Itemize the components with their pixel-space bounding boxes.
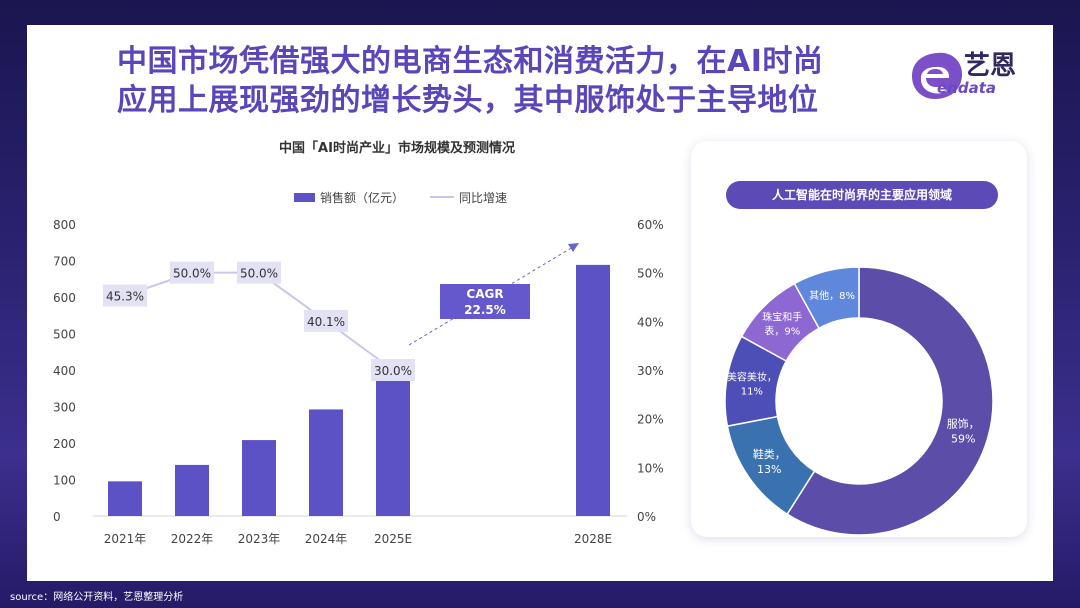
- y-left-tick-label: 800: [53, 218, 76, 232]
- source-note: source：网络公开资料，艺恩整理分析: [10, 592, 184, 603]
- headline-line-1: 中国市场凭借强大的电商生态和消费活力，在AI时尚: [117, 44, 824, 79]
- growth-line: [124, 271, 394, 371]
- y-left-tick-label: 500: [53, 328, 76, 342]
- endata-logo: 艺恩 endata: [907, 45, 1047, 115]
- chart-title: 中国「AI时尚产业」市场规模及预测情况: [279, 140, 515, 156]
- donut-slice-label: 13%: [757, 463, 781, 476]
- donut-slice-label: 表，9%: [764, 325, 800, 338]
- y-left-tick-label: 600: [53, 291, 76, 305]
- slide-panel: 中国市场凭借强大的电商生态和消费活力，在AI时尚 应用上展现强劲的增长势头，其中…: [27, 25, 1053, 581]
- growth-label-box: [237, 261, 281, 284]
- headline-line-2: 应用上展现强劲的增长势头，其中服饰处于主导地位: [117, 83, 819, 118]
- x-tick-label: 2024年: [305, 532, 348, 546]
- donut-slice-label: 鞋类，: [753, 447, 786, 461]
- y-left-tick-label: 300: [53, 401, 76, 415]
- cagr-box: [440, 284, 530, 319]
- x-tick-label: 2028E: [574, 532, 612, 546]
- y-left-tick-label: 100: [53, 474, 76, 488]
- y-left-tick-label: 0: [53, 510, 61, 524]
- growth-label-box: [371, 359, 415, 381]
- sales-bar: [309, 409, 343, 516]
- y-right-tick-label: 10%: [637, 461, 664, 475]
- cagr-arrowhead: [568, 243, 579, 252]
- logo-chinese-text: 艺恩: [964, 51, 1017, 81]
- pie-chart-title: 人工智能在时尚界的主要应用领域: [726, 181, 998, 209]
- sales-bar: [175, 464, 209, 516]
- growth-data-label: 45.3%: [106, 290, 144, 304]
- donut-slice: [793, 266, 860, 330]
- growth-data-label: 50.0%: [173, 267, 211, 281]
- growth-data-label: 40.1%: [307, 315, 345, 329]
- application-areas-card: 服饰， 59% 鞋类， 13% 美容美妆， 11% 珠宝和手 表，9% 其他，8% 人工智能在时…: [691, 141, 1027, 537]
- y-right-tick-label: 50%: [637, 267, 664, 281]
- sales-bar: [376, 377, 410, 516]
- y-right-tick-label: 20%: [637, 413, 664, 427]
- donut-slice-label: 其他，8%: [809, 289, 855, 302]
- x-tick-label: 2023年: [238, 532, 281, 546]
- logo-e-icon: [912, 52, 963, 99]
- x-tick-label: 2021年: [104, 532, 147, 546]
- donut-slice-label: 美容美妆，: [727, 370, 777, 383]
- cagr-value: 22.5%: [464, 303, 506, 317]
- growth-data-label: 30.0%: [374, 364, 412, 378]
- sales-bar: [108, 481, 142, 516]
- growth-label-box: [170, 261, 214, 284]
- y-right-tick-label: 60%: [637, 218, 664, 232]
- growth-data-label: 50.0%: [240, 267, 278, 281]
- legend-growth-label: 同比增速: [459, 191, 507, 205]
- donut-slice-label: 59%: [951, 432, 975, 445]
- cagr-arrow-line: [408, 246, 574, 346]
- sales-bar: [576, 264, 610, 516]
- x-tick-label: 2025E: [374, 532, 412, 546]
- legend-sales-label: 销售额（亿元）: [320, 190, 404, 205]
- growth-label-box: [304, 309, 348, 332]
- y-left-tick-label: 700: [53, 255, 76, 269]
- sales-bar: [242, 440, 276, 516]
- y-right-tick-label: 30%: [637, 364, 664, 378]
- donut-slice: [786, 266, 994, 536]
- logo-english-text: endata: [937, 79, 997, 97]
- y-right-tick-label: 0%: [637, 510, 656, 524]
- donut-slice-label: 11%: [741, 386, 763, 397]
- y-left-tick-label: 400: [53, 364, 76, 378]
- growth-label-box: [103, 284, 147, 307]
- cagr-label: CAGR: [466, 287, 503, 301]
- donut-slice-label: 服饰，: [947, 416, 980, 430]
- x-tick-label: 2022年: [171, 532, 214, 546]
- legend-bar-swatch: [294, 193, 315, 202]
- donut-slice-label: 珠宝和手: [762, 311, 802, 324]
- y-right-tick-label: 40%: [637, 315, 664, 329]
- y-left-tick-label: 200: [53, 437, 76, 451]
